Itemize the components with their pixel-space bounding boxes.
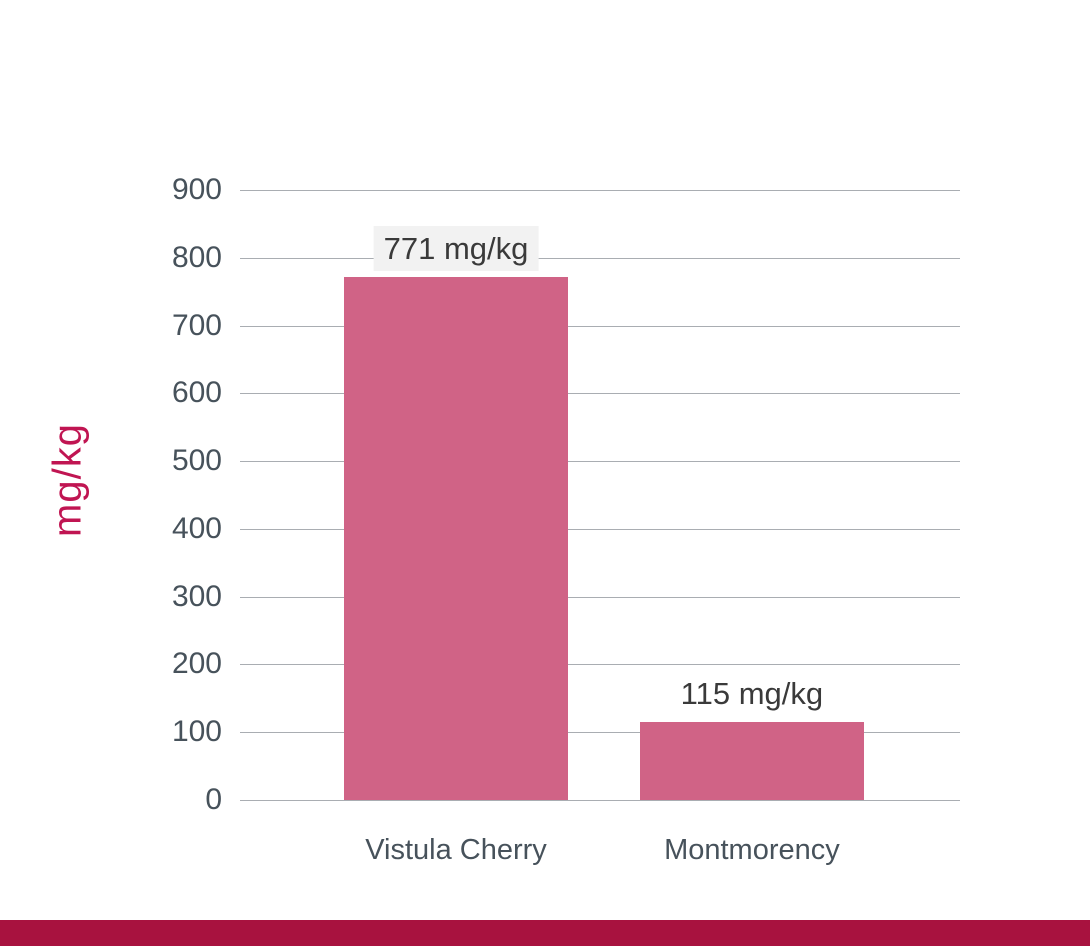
gridline	[240, 325, 960, 327]
bar-montmorency	[639, 722, 864, 800]
gridline	[240, 393, 960, 395]
y-tick-label: 400	[171, 511, 222, 545]
y-tick-label: 100	[171, 715, 222, 749]
y-tick-label: 800	[171, 240, 222, 274]
y-tick-label: 600	[171, 376, 222, 410]
gridline	[240, 257, 960, 259]
gridline	[240, 461, 960, 463]
y-tick-label: 200	[171, 647, 222, 681]
y-axis-title: mg/kg	[45, 423, 90, 537]
y-tick-label: 500	[171, 444, 222, 478]
y-tick-label: 700	[171, 308, 222, 342]
x-category-label: Montmorency	[664, 834, 840, 866]
y-tick-label: 300	[171, 579, 222, 613]
bar-value-label: 771 mg/kg	[373, 226, 539, 272]
y-tick-label: 0	[205, 783, 222, 816]
gridline	[240, 664, 960, 666]
gridline	[240, 800, 960, 801]
gridline	[240, 528, 960, 530]
gridline	[240, 190, 960, 191]
y-tick-label: 900	[171, 173, 222, 206]
plot-area: 900 800 700 600 500 400 300 200 100 0 771 mg/kg 115…	[172, 173, 960, 816]
footer-accent-bar	[0, 920, 1090, 946]
gridline	[240, 732, 960, 734]
x-category-label: Vistula Cherry	[365, 834, 547, 866]
bar-value-label: 115 mg/kg	[670, 670, 834, 717]
bar-vistula-cherry	[344, 277, 568, 800]
gridline	[240, 596, 960, 598]
